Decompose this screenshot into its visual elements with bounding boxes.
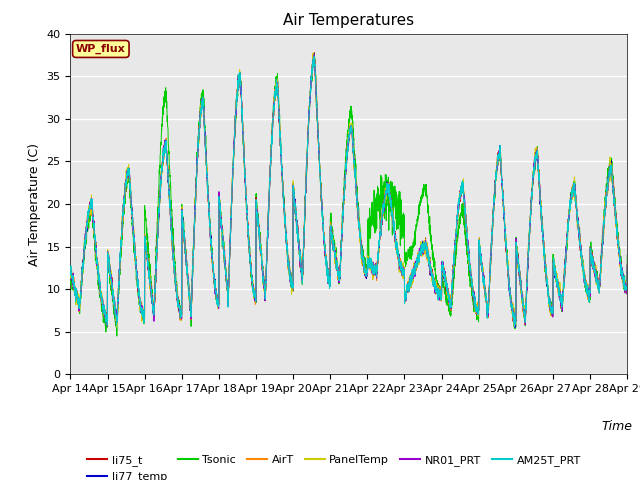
Y-axis label: Air Temperature (C): Air Temperature (C)	[28, 143, 41, 265]
Title: Air Temperatures: Air Temperatures	[284, 13, 414, 28]
Text: WP_flux: WP_flux	[76, 44, 125, 54]
Legend: li75_t, li77_temp, Tsonic, AirT, PanelTemp, NR01_PRT, AM25T_PRT: li75_t, li77_temp, Tsonic, AirT, PanelTe…	[87, 455, 581, 480]
Text: Time: Time	[602, 420, 633, 433]
